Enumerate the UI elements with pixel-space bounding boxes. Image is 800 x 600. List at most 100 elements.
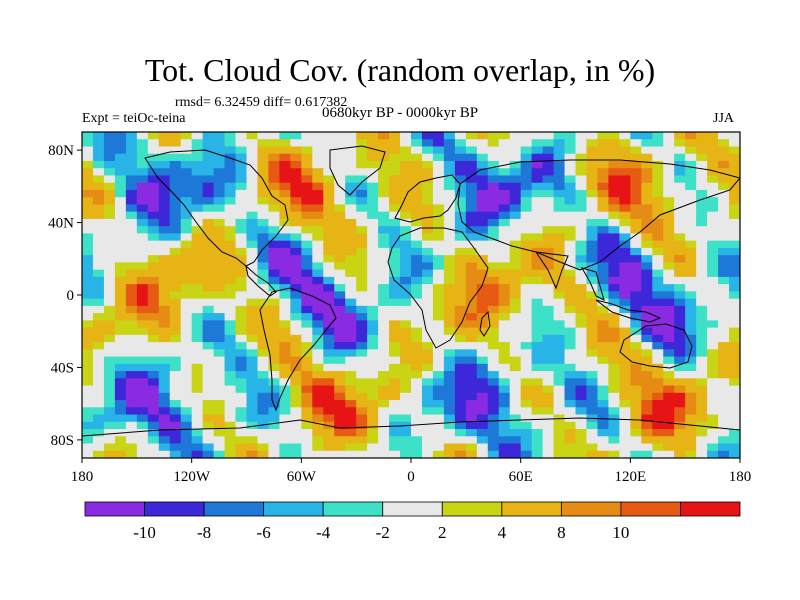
field-cell [564,443,577,452]
field-cell [619,356,631,365]
field-cell [92,400,105,408]
field-cell [246,153,259,162]
field-cell [575,218,588,227]
field-cell [608,400,620,408]
field-cell [180,385,193,394]
field-cell [553,153,566,162]
field-cell [443,313,456,321]
field-cell [696,291,708,300]
field-cell [345,175,357,184]
field-cell [487,284,500,292]
field-cell [367,313,379,321]
field-cell [696,255,708,263]
field-cell [553,342,566,350]
field-cell [180,146,193,155]
field-cell [158,255,171,263]
field-cell [82,269,94,278]
field-cell [103,153,116,162]
field-cell [707,218,719,227]
field-cell [630,175,642,184]
field-cell [465,342,478,350]
field-cell [498,371,511,379]
field-cell [564,233,577,242]
field-cell [421,320,434,329]
field-cell [312,262,324,271]
field-cell [564,429,577,437]
field-cell [169,305,182,314]
field-cell [367,450,379,458]
field-cell [454,392,467,401]
field-cell [421,392,434,401]
longitude-axis: 180 120W 60W 0 60E 120E 180 [71,458,751,485]
field-cell [356,226,368,235]
field-cell [564,153,577,162]
field-cell [542,392,555,401]
field-cell [158,313,171,321]
field-cell [652,363,664,372]
field-cell [553,160,566,169]
field-cell [125,160,138,169]
field-cell [356,255,368,263]
field-cell [290,175,302,184]
field-cell [443,139,456,148]
field-cell [257,356,270,365]
field-cell [520,305,533,314]
field-cell [389,385,401,394]
field-cell [465,378,478,387]
field-cell [268,146,280,155]
field-cell [345,334,357,343]
field-cell [531,240,544,249]
field-cell [509,363,522,372]
field-cell [356,342,368,350]
field-cell [213,356,226,365]
field-cell [586,168,599,177]
field-cell [290,429,302,437]
field-cell [509,342,522,350]
field-cell [378,197,390,206]
field-cell [246,414,259,423]
field-cell [136,276,149,285]
field-cell [707,443,719,452]
field-cell [158,247,171,256]
field-cell [729,189,740,198]
field-cell [443,269,456,278]
field-cell [674,305,686,314]
field-cell [334,168,346,177]
field-cell [542,378,555,387]
field-cell [652,421,664,430]
field-cell [92,407,105,416]
field-cell [465,414,478,423]
field-cell [432,371,445,379]
field-cell [432,421,445,430]
field-cell [290,378,302,387]
field-cell [290,197,302,206]
field-cell [290,392,302,401]
field-cell [323,226,335,235]
field-cell [520,160,533,169]
field-cell [103,385,116,394]
field-cell [465,443,478,452]
field-cell [235,414,248,423]
field-cell [169,276,182,285]
field-cell [356,284,368,292]
field-cell [476,175,489,184]
field-cell [136,363,149,372]
field-cell [696,197,708,206]
field-cell [487,320,500,329]
field-cell [268,262,280,271]
field-cell [487,371,500,379]
field-cell [103,305,116,314]
field-cell [531,276,544,285]
field-cell [531,132,544,140]
field-cell [389,233,401,242]
field-cell [718,160,730,169]
field-cell [400,450,412,458]
field-cell [564,450,577,458]
field-cell [180,436,193,445]
field-cell [432,400,445,408]
field-cell [454,139,467,148]
field-cell [443,146,456,155]
field-cell [389,175,401,184]
field-cell [421,385,434,394]
field-cell [202,363,215,372]
